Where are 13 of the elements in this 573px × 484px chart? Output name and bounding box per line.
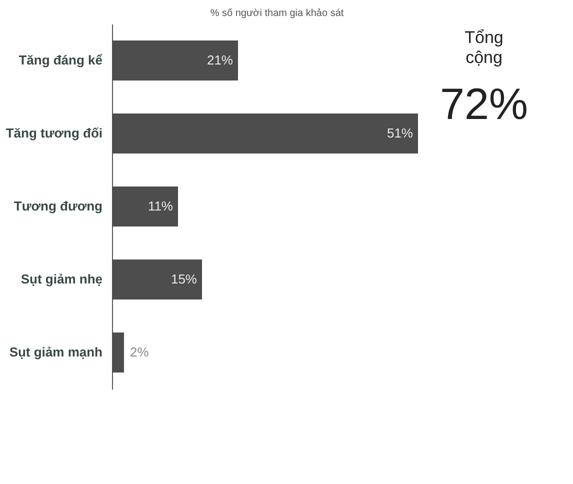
- chart-title: % số người tham gia khảo sát: [210, 8, 344, 19]
- text: 72%: [440, 80, 528, 129]
- data-label: 11%: [148, 198, 174, 214]
- y-tick-label: Sụt giảm mạnh: [9, 344, 103, 360]
- data-label: 21%: [206, 52, 234, 68]
- y-tick-label: Tăng tương đối: [6, 126, 102, 140]
- data-label: 51%: [386, 126, 414, 140]
- text: Tổng cộng: [464, 28, 504, 67]
- y-tick-label: Sụt giảm nhẹ: [20, 272, 102, 286]
- y-tick-label: Tăng đáng kể: [18, 52, 102, 68]
- data-label: 15%: [170, 272, 198, 286]
- y-tick-label: Tương đương: [14, 198, 103, 214]
- data-label: 2%: [130, 344, 150, 360]
